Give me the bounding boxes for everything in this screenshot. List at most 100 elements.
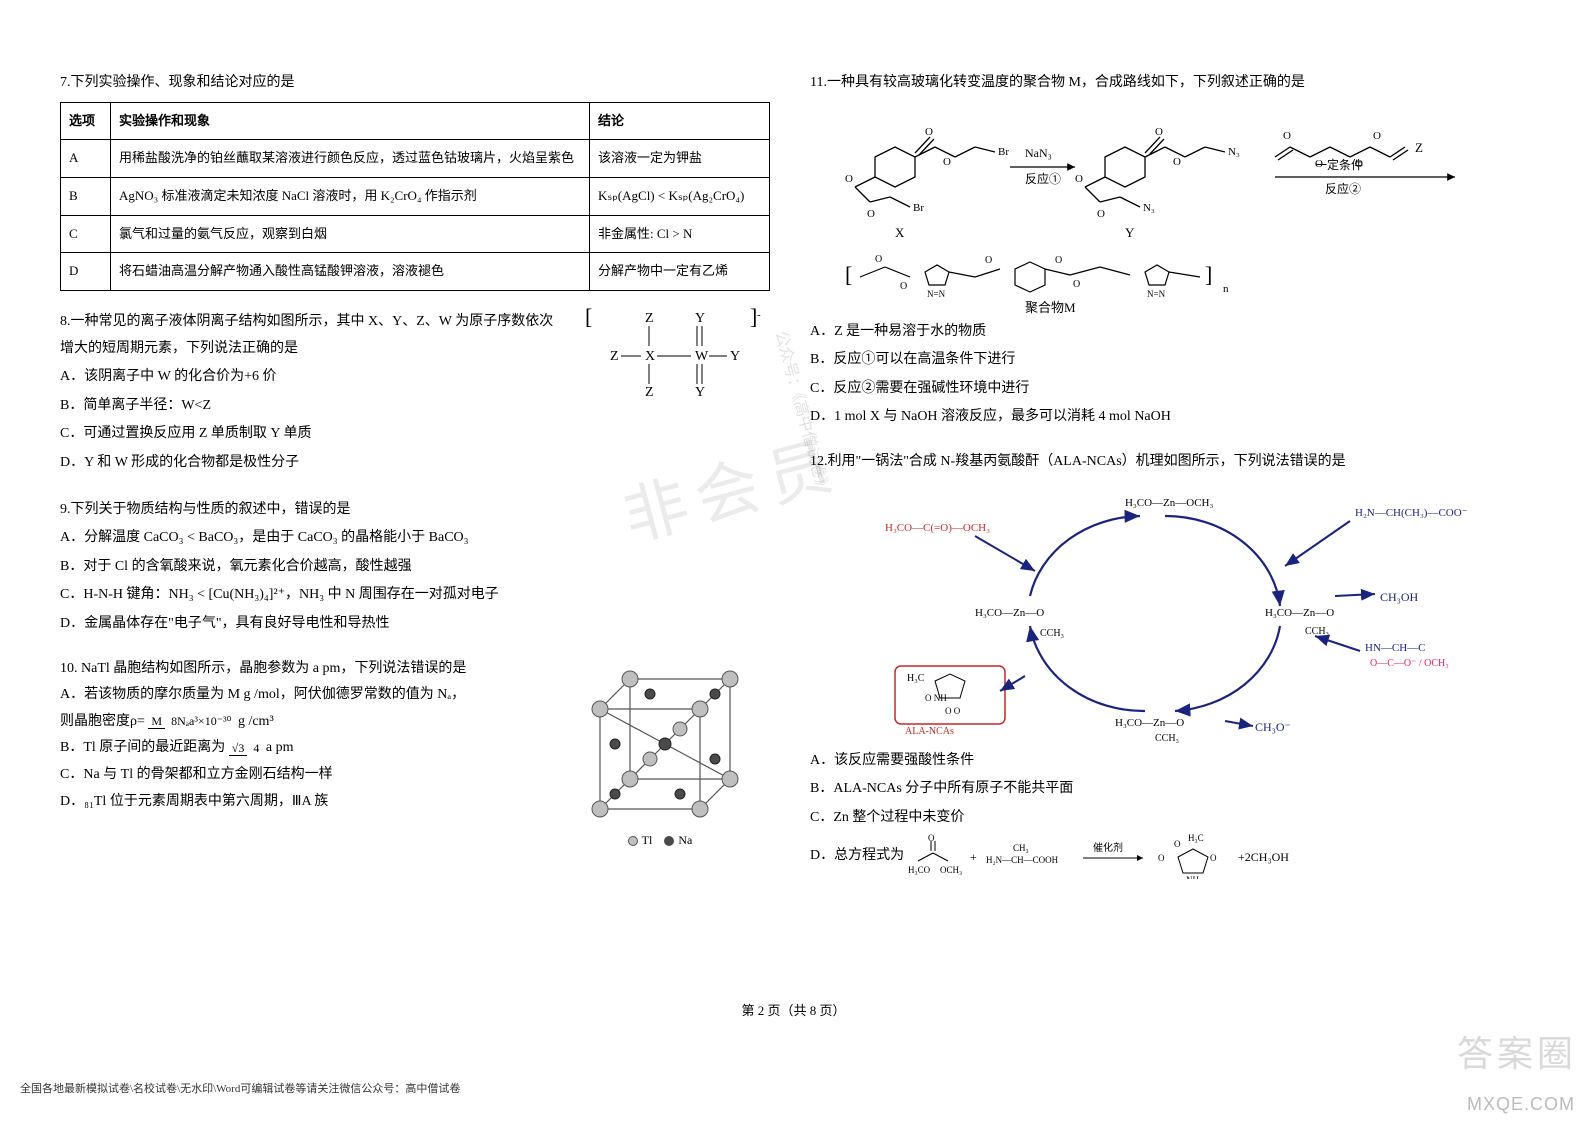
svg-text:W: W [695, 349, 709, 364]
q9-opt-a: A．分解温度 CaCO₃ < BaCO₃，是由于 CaCO₃ 的晶格能小于 Ba… [60, 525, 770, 552]
label-m: 聚合物M [1025, 300, 1076, 315]
q11-opt-d: D．1 mol X 与 NaOH 溶液反应，最多可以消耗 4 mol NaOH [810, 404, 1520, 431]
question-7: 7.下列实验操作、现象和结论对应的是 选项 实验操作和现象 结论 A用稀盐酸洗净… [60, 70, 770, 291]
svg-text:]: ] [1205, 262, 1212, 287]
svg-text:Z: Z [645, 385, 655, 400]
svg-text:N=N: N=N [927, 289, 946, 299]
q10-opt-a-rho: 则晶胞密度ρ= M 8Nₐa³×10⁻³⁰ g /cm³ [60, 709, 540, 736]
svg-text:Z: Z [610, 349, 620, 364]
svg-text:O: O [845, 173, 853, 185]
table-row: C氯气和过量的氨气反应，观察到白烟非金属性: Cl > N [61, 215, 770, 253]
label-x: X [895, 225, 905, 240]
svg-text:+2CH₃OH: +2CH₃OH [1238, 850, 1289, 864]
svg-text:O O: O O [945, 706, 961, 716]
question-8: 8.一种常见的离子液体阴离子结构如图所示，其中 X、Y、Z、W 为原子序数依次增… [60, 309, 770, 479]
page-number: 第 2 页（共 8 页） [0, 1000, 1587, 1019]
svg-text:CCH₃: CCH₃ [1305, 626, 1329, 637]
svg-text:Y: Y [695, 385, 706, 400]
svg-text:Br: Br [913, 202, 924, 214]
question-11: 11.一种具有较高玻璃化转变温度的聚合物 M，合成路线如下，下列叙述正确的是 B… [810, 70, 1520, 431]
watermark-logo: MXQE.COM [1467, 1094, 1575, 1115]
svg-text:CH₃O⁻: CH₃O⁻ [1255, 720, 1291, 734]
svg-text:HN—CH—C: HN—CH—C [1365, 642, 1426, 654]
q7-table: 选项 实验操作和现象 结论 A用稀盐酸洗净的铂丝蘸取某溶液进行颜色反应，透过蓝色… [60, 102, 770, 291]
label-y: Y [1125, 225, 1135, 240]
q8-structure-diagram: [ ] - Z Y Z Y Z X W Y [570, 309, 770, 399]
svg-text:N₃: N₃ [1228, 146, 1240, 158]
q11-opt-b: B．反应①可以在高温条件下进行 [810, 347, 1520, 374]
q7-h0: 选项 [61, 102, 111, 140]
svg-text:O: O [943, 156, 951, 168]
svg-text:H₃CO—Zn—O: H₃CO—Zn—O [1115, 717, 1184, 729]
svg-text:Br: Br [998, 146, 1009, 158]
r2: 反应② [1325, 181, 1361, 196]
q8-opt-a: A．该阴离子中 W 的化合价为+6 价 [60, 364, 560, 391]
svg-text:O: O [1373, 130, 1381, 142]
q10-opt-c: C．Na 与 Tl 的骨架都和立方金刚石结构一样 [60, 762, 540, 789]
q9-opt-d: D．金属晶体存在"电子气"，具有良好导电性和导热性 [60, 611, 770, 638]
svg-text:O: O [985, 255, 992, 266]
q10-stem: 10. NaTl 晶胞结构如图所示，晶胞参数为 a pm，下列说法错误的是 [60, 656, 540, 683]
table-row: A用稀盐酸洗净的铂丝蘸取某溶液进行颜色反应，透过蓝色钴玻璃片，火焰呈紫色该溶液一… [61, 140, 770, 178]
svg-text:CCH₃: CCH₃ [1155, 733, 1179, 744]
q11-reaction-scheme: Br O O Br O O X NaN₃ 反应① [810, 97, 1520, 317]
svg-text:O: O [1283, 130, 1291, 142]
q11-stem: 11.一种具有较高玻璃化转变温度的聚合物 M，合成路线如下，下列叙述正确的是 [810, 70, 1520, 97]
svg-text:[: [ [845, 262, 852, 287]
svg-text:O—C—O⁻ / OCH₃: O—C—O⁻ / OCH₃ [1370, 658, 1449, 669]
r1-above: NaN₃ [1025, 146, 1052, 160]
svg-text:O: O [1210, 853, 1217, 863]
svg-text:O: O [1158, 853, 1165, 863]
svg-text:H₃CO—Zn—O: H₃CO—Zn—O [975, 607, 1044, 619]
q12-opt-b: B．ALA-NCAs 分子中所有原子不能共平面 [810, 776, 1520, 803]
cond: 一定条件 [1315, 157, 1363, 172]
q8-opt-c: C．可通过置换反应用 Z 单质制取 Y 单质 [60, 421, 560, 448]
q9-opt-b: B．对于 Cl 的含氧酸来说，氧元素化合价越高，酸性越强 [60, 554, 770, 581]
left-column: 7.下列实验操作、现象和结论对应的是 选项 实验操作和现象 结论 A用稀盐酸洗净… [60, 70, 770, 897]
question-10: 10. NaTl 晶胞结构如图所示，晶胞参数为 a pm，下列说法错误的是 A．… [60, 656, 770, 856]
q10-legend: Tl Na [628, 829, 693, 852]
svg-text:Z: Z [645, 311, 655, 326]
q12-opt-d: D．总方程式为 H₃CO OCH₃ O + H₂N—CH—COOH [810, 833, 1520, 879]
q7-stem: 7.下列实验操作、现象和结论对应的是 [60, 70, 770, 97]
right-column: 11.一种具有较高玻璃化转变温度的聚合物 M，合成路线如下，下列叙述正确的是 B… [810, 70, 1520, 897]
svg-text:+: + [970, 850, 977, 864]
watermark-corner: 答案圈 [1457, 1025, 1577, 1077]
q12-equation-diagram: H₃CO OCH₃ O + H₂N—CH—COOH CH₃ 催化剂 [908, 833, 1338, 879]
svg-text:O: O [1075, 173, 1083, 185]
svg-text:H₃CO—C(=O)—OCH₃: H₃CO—C(=O)—OCH₃ [885, 522, 990, 534]
q12-opt-c: C．Zn 整个过程中未变价 [810, 805, 1520, 832]
svg-text:O: O [1155, 126, 1163, 138]
q10-opt-b: B．Tl 原子间的最近距离为 √3 4 a pm [60, 735, 540, 762]
table-row: 选项 实验操作和现象 结论 [61, 102, 770, 140]
q7-h1: 实验操作和现象 [111, 102, 590, 140]
q8-opt-d: D．Y 和 W 形成的化合物都是极性分子 [60, 450, 560, 477]
svg-text:n: n [1223, 283, 1229, 295]
q10-opt-a-pre: A．若该物质的摩尔质量为 M g /mol，阿伏伽德罗常数的值为 Nₐ， [60, 682, 540, 709]
svg-text:Y: Y [695, 311, 706, 326]
svg-text:O NH: O NH [925, 693, 947, 703]
svg-text:H₂N—CH(CH₃)—COO⁻: H₂N—CH(CH₃)—COO⁻ [1355, 507, 1468, 519]
svg-text:CCH₃: CCH₃ [1040, 628, 1064, 639]
q12-mechanism-cycle: H₃CO—Zn—OCH₃ H₃CO—Zn—O H₃CO—Zn—O H₃CO—Zn… [810, 476, 1520, 746]
q7-h2: 结论 [590, 102, 770, 140]
page-footer: 全国各地最新模拟试卷\名校试卷\无水印\Word可编辑试卷等请关注微信公众号：高… [20, 1080, 460, 1096]
q8-stem: 8.一种常见的离子液体阴离子结构如图所示，其中 X、Y、Z、W 为原子序数依次增… [60, 309, 560, 362]
q10-crystal-diagram: Tl Na [550, 656, 770, 856]
q9-opt-c: C．H-N-H 键角：NH₃ < [Cu(NH₃)₄]²⁺，NH₃ 中 N 周围… [60, 582, 770, 609]
svg-text:O: O [1173, 156, 1181, 168]
svg-text:CH₃: CH₃ [1013, 843, 1029, 853]
q11-opt-c: C．反应②需要在强碱性环境中进行 [810, 376, 1520, 403]
svg-text:H₃CO: H₃CO [908, 865, 931, 875]
question-9: 9.下列关于物质结构与性质的叙述中，错误的是 A．分解温度 CaCO₃ < Ba… [60, 497, 770, 638]
table-row: BAgNO₃ 标准液滴定未知浓度 NaCl 溶液时，用 K₂CrO₄ 作指示剂K… [61, 177, 770, 215]
q11-opt-a: A．Z 是一种易溶于水的物质 [810, 319, 1520, 346]
svg-text:[: [ [585, 304, 593, 329]
svg-text:NH: NH [1186, 875, 1199, 879]
svg-text:O: O [1073, 279, 1080, 290]
table-row: D将石蜡油高温分解产物通入酸性高锰酸钾溶液，溶液褪色分解产物中一定有乙烯 [61, 253, 770, 291]
svg-text:OCH₃: OCH₃ [940, 865, 962, 875]
svg-text:N₃: N₃ [1143, 202, 1155, 214]
q10-opt-d: D．₈₁Tl 位于元素周期表中第六周期，ⅢA 族 [60, 789, 540, 816]
svg-text:O: O [867, 208, 875, 220]
